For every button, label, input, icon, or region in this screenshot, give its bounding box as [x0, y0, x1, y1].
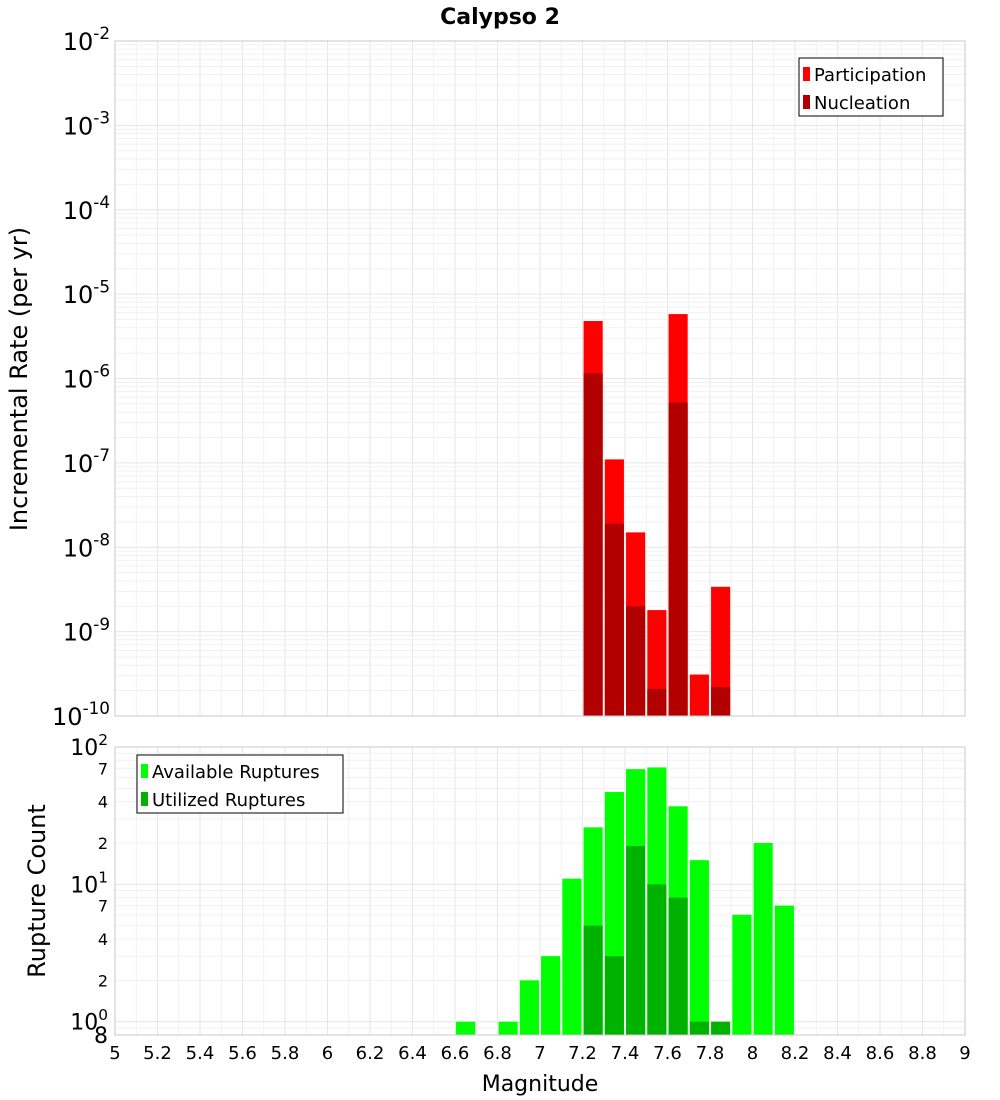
x-tick-label: 6: [322, 1043, 333, 1064]
x-tick-label: 5: [109, 1043, 120, 1064]
x-tick-label: 5.6: [228, 1043, 257, 1064]
x-tick-label: 5.8: [271, 1043, 300, 1064]
bar-available-ruptures: [541, 956, 561, 1035]
top-legend-swatch: [803, 95, 810, 109]
top-legend-swatch: [803, 67, 810, 81]
bottom-legend-box: [136, 754, 344, 814]
x-tick-label: 5.2: [143, 1043, 172, 1064]
bar-utilized-ruptures: [689, 1021, 709, 1035]
bottom-y-tick-label: 2: [98, 834, 108, 853]
bar-utilized-ruptures: [626, 846, 646, 1035]
bottom-y-tick-label: 100: [70, 1006, 108, 1036]
top-plot-border: [114, 40, 966, 717]
bottom-y-tick-label: 8: [94, 1024, 108, 1049]
bar-available-ruptures: [562, 878, 582, 1035]
top-y-tick-label: 10-10: [52, 698, 110, 731]
x-tick-label: 8.4: [823, 1043, 852, 1064]
bar-available-ruptures: [498, 1021, 518, 1035]
top-y-tick-label: 10-8: [63, 529, 110, 562]
bar-utilized-ruptures: [583, 925, 603, 1035]
bar-utilized-ruptures: [604, 956, 624, 1035]
bar-available-ruptures: [519, 980, 539, 1035]
bottom-legend-label: Utilized Ruptures: [152, 790, 305, 811]
bottom-y-tick-label: 101: [70, 868, 108, 898]
x-tick-label: 7.8: [696, 1043, 725, 1064]
x-tick-label: 8: [747, 1043, 758, 1064]
bar-nucleation: [668, 402, 688, 716]
bar-nucleation: [583, 373, 603, 716]
top-legend-label: Nucleation: [814, 93, 910, 114]
bar-utilized-ruptures: [647, 884, 667, 1035]
top-y-tick-label: 10-6: [63, 361, 110, 394]
bar-available-ruptures: [774, 905, 794, 1035]
top-legend-box: [798, 57, 944, 117]
x-tick-label: 6.4: [398, 1043, 427, 1064]
x-tick-label: 9: [959, 1043, 970, 1064]
bar-nucleation: [604, 523, 624, 716]
top-legend-label: Participation: [814, 65, 926, 86]
x-tick-label: 6.8: [483, 1043, 512, 1064]
x-tick-label: 8.8: [908, 1043, 937, 1064]
x-tick-label: 5.4: [186, 1043, 215, 1064]
bottom-y-tick-label: 4: [98, 930, 108, 949]
top-y-tick-label: 10-9: [63, 614, 110, 647]
bottom-y-tick-label: 102: [70, 731, 108, 761]
bar-available-ruptures: [732, 914, 752, 1035]
bar-available-ruptures: [689, 860, 709, 1035]
bottom-y-axis-label: Rupture Count: [23, 804, 51, 978]
bar-available-ruptures: [753, 843, 773, 1035]
bar-nucleation: [711, 687, 731, 716]
x-tick-label: 7: [534, 1043, 545, 1064]
bar-available-ruptures: [456, 1021, 476, 1035]
top-y-axis-label: Incremental Rate (per yr): [5, 227, 33, 531]
x-tick-label: 7.4: [611, 1043, 640, 1064]
x-tick-label: 7.2: [568, 1043, 597, 1064]
top-y-tick-label: 10-5: [63, 276, 110, 309]
top-y-tick-label: 10-2: [63, 23, 110, 56]
bar-participation: [689, 674, 709, 716]
bottom-y-tick-label: 4: [98, 793, 108, 812]
x-tick-label: 8.2: [781, 1043, 810, 1064]
bottom-legend-swatch: [141, 792, 148, 806]
x-tick-label: 6.6: [441, 1043, 470, 1064]
chart-title: Calypso 2: [440, 5, 560, 30]
bar-utilized-ruptures: [668, 897, 688, 1035]
bottom-y-tick-label: 7: [98, 759, 108, 778]
x-tick-label: 8.6: [866, 1043, 895, 1064]
bottom-plot-border: [114, 746, 966, 1036]
bar-nucleation: [647, 688, 667, 716]
bar-nucleation: [626, 606, 646, 716]
x-axis-label: Magnitude: [482, 1072, 599, 1097]
top-y-tick-label: 10-7: [63, 445, 110, 478]
bottom-legend-swatch: [141, 764, 148, 778]
x-tick-label: 7.6: [653, 1043, 682, 1064]
bottom-y-tick-label: 7: [98, 897, 108, 916]
top-y-tick-label: 10-3: [63, 108, 110, 141]
bar-utilized-ruptures: [711, 1021, 731, 1035]
top-y-tick-label: 10-4: [63, 192, 110, 225]
x-tick-label: 6.2: [356, 1043, 385, 1064]
bar-participation: [711, 586, 731, 716]
bottom-y-tick-label: 2: [98, 971, 108, 990]
bottom-legend-label: Available Ruptures: [152, 762, 320, 783]
